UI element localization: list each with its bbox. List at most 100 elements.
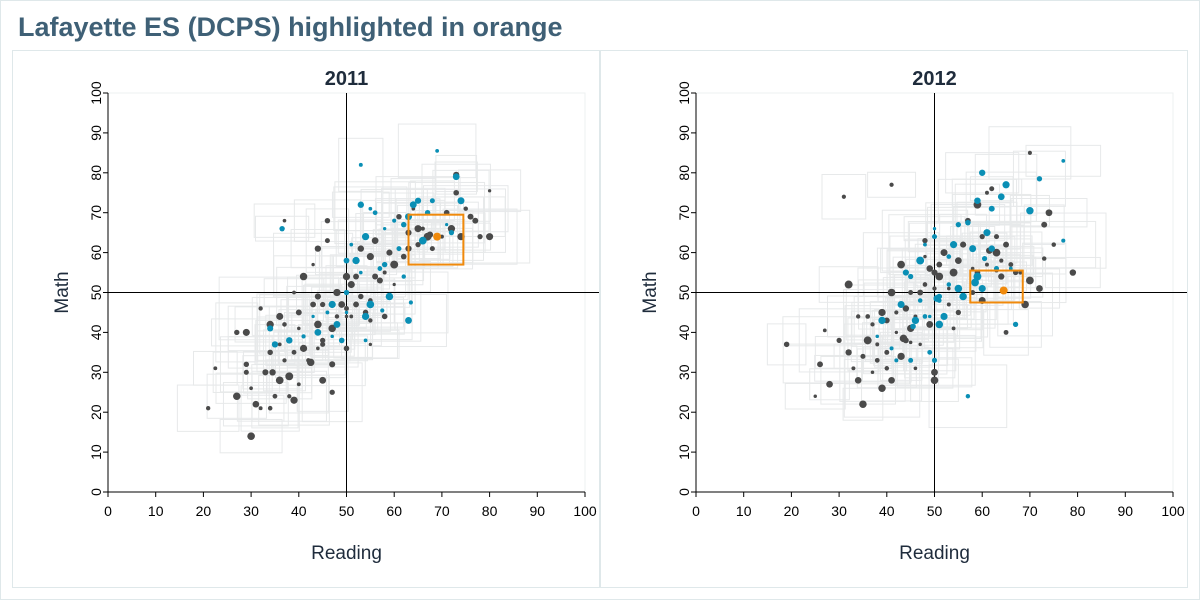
confidence-box	[945, 152, 1020, 194]
teal-school-point	[946, 254, 952, 259]
teal-school-point	[916, 256, 925, 265]
y-tick-label: 0	[676, 488, 692, 496]
school-point	[319, 376, 327, 384]
school-point	[1069, 269, 1077, 276]
school-point	[415, 241, 421, 248]
y-tick-label: 90	[676, 125, 692, 141]
school-point	[970, 289, 976, 296]
confidence-box	[251, 370, 327, 422]
school-point	[243, 369, 249, 375]
teal-school-point	[931, 234, 938, 240]
teal-school-point	[363, 338, 368, 343]
teal-school-point	[955, 222, 961, 228]
school-point	[247, 432, 255, 440]
confidence-box	[1012, 150, 1066, 207]
school-point	[940, 249, 948, 257]
confidence-box	[997, 272, 1053, 337]
x-tick-label: 0	[692, 503, 700, 519]
school-point	[243, 361, 250, 368]
school-point	[344, 314, 349, 319]
school-point	[396, 213, 402, 220]
y-tick-label: 60	[88, 245, 104, 261]
panel-title: 2012	[912, 68, 957, 90]
confidence-box	[1025, 144, 1102, 177]
confidence-box	[373, 271, 449, 334]
school-point	[291, 349, 297, 355]
y-tick-label: 40	[676, 324, 692, 340]
school-point	[854, 376, 862, 384]
teal-school-point	[908, 273, 914, 280]
teal-school-point	[894, 358, 899, 363]
teal-school-point	[935, 320, 944, 329]
y-tick-label: 20	[676, 404, 692, 420]
school-point	[299, 344, 308, 352]
school-point	[979, 234, 985, 240]
confidence-box	[278, 309, 329, 364]
teal-school-point	[1008, 266, 1013, 271]
school-point	[347, 280, 355, 289]
teal-school-point	[932, 226, 937, 231]
y-tick-label: 30	[88, 364, 104, 380]
school-point	[989, 186, 995, 192]
school-point	[926, 320, 934, 328]
confidence-box	[993, 258, 1067, 304]
teal-school-point	[368, 206, 373, 211]
panel-2012: 0 10 20 30 40 50 60 70 80 90 100 0 10 20 30 40 50 60 70 80 9…	[600, 50, 1188, 588]
confidence-box	[974, 153, 1038, 216]
teal-school-point	[380, 308, 385, 313]
teal-school-point	[927, 349, 933, 355]
confidence-box	[240, 384, 300, 432]
school-point	[922, 237, 928, 244]
confidence-box	[952, 267, 1012, 310]
x-tick-label: 60	[386, 503, 402, 519]
confidence-box	[954, 264, 996, 301]
teal-school-point	[358, 270, 363, 275]
school-point	[1051, 242, 1056, 247]
school-point	[258, 406, 263, 411]
confidence-box	[253, 203, 316, 238]
school-point	[985, 262, 989, 267]
highlight-point	[999, 286, 1008, 295]
confidence-box	[409, 180, 455, 221]
school-point	[344, 306, 349, 311]
y-tick-label: 40	[88, 324, 104, 340]
school-point	[329, 389, 335, 395]
x-tick-label: 10	[148, 503, 164, 519]
school-point	[870, 370, 875, 375]
school-point	[951, 326, 956, 331]
school-point	[783, 341, 790, 348]
confidence-box	[215, 372, 287, 404]
school-point	[813, 394, 817, 398]
school-point	[328, 324, 336, 333]
school-point	[206, 406, 211, 411]
teal-school-point	[328, 300, 336, 309]
teal-school-point	[974, 197, 981, 204]
teal-school-point	[361, 233, 370, 241]
teal-school-point	[333, 320, 341, 328]
school-point	[390, 260, 399, 269]
confidence-box	[1044, 256, 1101, 289]
school-point	[954, 257, 962, 264]
school-point	[887, 288, 896, 297]
school-point	[922, 282, 928, 287]
school-point	[1008, 262, 1014, 267]
confidence-box	[337, 219, 394, 254]
teal-school-point	[878, 316, 886, 325]
school-point	[932, 286, 937, 291]
confidence-box	[417, 212, 486, 253]
school-point	[946, 286, 951, 291]
school-point	[888, 376, 895, 384]
teal-school-point	[875, 334, 879, 339]
confidence-box	[333, 186, 408, 231]
school-point	[897, 260, 905, 269]
x-tick-label: 90	[1118, 503, 1134, 519]
teal-school-point	[889, 346, 894, 351]
teal-school-point	[448, 230, 455, 236]
school-point	[307, 358, 315, 367]
school-point	[275, 376, 284, 385]
confidence-box	[798, 308, 880, 373]
confidence-box	[928, 364, 1008, 429]
school-point	[290, 396, 298, 404]
teal-school-point	[946, 282, 952, 287]
school-point	[429, 246, 435, 252]
